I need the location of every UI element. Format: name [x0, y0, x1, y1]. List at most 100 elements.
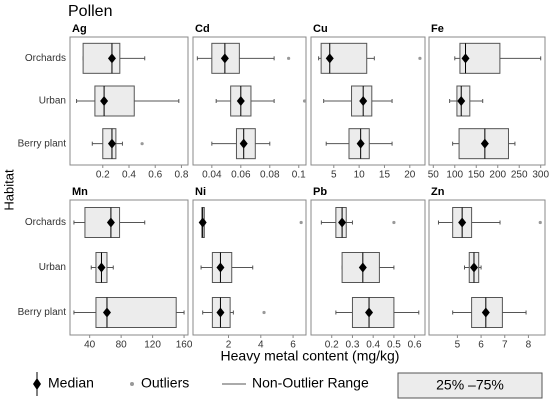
median-marker [239, 138, 248, 149]
median-marker [220, 53, 229, 64]
x-tick-label: 4 [258, 340, 264, 351]
outlier [538, 220, 542, 225]
panel-title: Ag [72, 23, 87, 35]
x-tick-label: 100 [446, 170, 463, 181]
x-tick-label: 0.6 [408, 340, 422, 351]
median-marker [338, 217, 347, 228]
x-tick-label: 200 [489, 170, 506, 181]
median-marker [97, 262, 106, 273]
x-tick-label: 0.4 [366, 340, 380, 351]
median-marker [198, 217, 207, 228]
panel-frame [192, 199, 307, 336]
box [351, 297, 395, 328]
median-marker [216, 307, 225, 318]
panel-title: Zn [431, 186, 445, 198]
y-tick-label: Urban [39, 96, 66, 107]
median-marker [356, 138, 365, 149]
median-marker [469, 262, 478, 273]
x-tick-label: 120 [144, 340, 161, 351]
chart-title: Pollen [68, 3, 112, 20]
median-marker [457, 96, 466, 106]
median-marker [102, 307, 111, 318]
x-tick-label: 0.6 [148, 170, 162, 181]
x-tick-label: 20 [404, 170, 416, 181]
median-marker [107, 138, 116, 149]
x-tick-label: 40 [84, 340, 96, 351]
x-tick-label: 0.3 [346, 340, 360, 351]
x-tick-label: 8 [526, 340, 532, 351]
x-tick-label: 5 [455, 340, 461, 351]
x-tick-label: 10 [354, 170, 366, 181]
x-tick-label: 300 [532, 170, 549, 181]
median-marker [100, 96, 109, 106]
panel-frame [310, 199, 426, 336]
median-marker [481, 307, 490, 318]
y-tick-label: Berry plant [18, 307, 67, 318]
x-tick-label: 7 [502, 340, 508, 351]
x-tick-label: 0.4 [122, 170, 136, 181]
x-tick-label: 0.2 [96, 170, 110, 181]
outlier [392, 220, 396, 225]
median-marker [359, 96, 368, 106]
outlier [302, 99, 307, 103]
panel-title: Mn [72, 186, 88, 198]
x-tick-label: 0.06 [231, 170, 251, 181]
panel-title: Cu [313, 23, 328, 35]
x-tick-label: 15 [379, 170, 391, 181]
box [471, 297, 503, 328]
y-tick-label: Orchards [25, 53, 66, 64]
median-marker [236, 96, 245, 106]
outlier [140, 142, 144, 146]
outlier [299, 220, 303, 225]
x-tick-label: 250 [511, 170, 528, 181]
x-axis-label: Heavy metal content (mg/kg) [221, 348, 400, 364]
y-axis-label: Habitat [1, 169, 16, 211]
median-marker [107, 53, 116, 64]
legend-outlier-marker [130, 382, 134, 386]
y-tick-label: Berry plant [18, 138, 67, 149]
panel-frame [69, 199, 189, 336]
median-marker [458, 217, 467, 228]
legend: Median Outliers Non-Outlier Range 25% –7… [33, 372, 543, 399]
median-marker [461, 53, 470, 64]
legend-box [397, 372, 543, 399]
legend-label: 25% –75% [436, 377, 504, 393]
legend-label: Outliers [141, 375, 189, 391]
panel-frame [428, 199, 546, 336]
x-tick-label: 6 [478, 340, 484, 351]
x-tick-label: 0.5 [387, 340, 401, 351]
x-tick-label: 0.2 [325, 340, 339, 351]
median-marker [216, 262, 225, 273]
panel-title: Fe [431, 23, 444, 35]
x-tick-label: 0.04 [202, 170, 222, 181]
panel-frame [428, 36, 546, 166]
x-tick-label: 5 [331, 170, 337, 181]
legend-label: Median [48, 375, 94, 391]
outlier [287, 56, 291, 60]
outlier [262, 310, 266, 315]
legend-label: Non-Outlier Range [252, 375, 369, 391]
y-tick-label: Urban [39, 262, 66, 273]
x-tick-label: 0.1 [292, 170, 306, 181]
legend-median-marker [33, 378, 41, 390]
x-tick-label: 80 [116, 340, 128, 351]
x-tick-label: 6 [290, 340, 296, 351]
panel-title: Ni [195, 186, 206, 198]
median-marker [106, 217, 115, 228]
x-tick-label: 0.8 [174, 170, 188, 181]
panel-title: Cd [195, 23, 210, 35]
x-tick-label: 150 [468, 170, 485, 181]
x-tick-label: 2 [226, 340, 232, 351]
median-marker [358, 262, 367, 273]
median-marker [365, 307, 374, 318]
x-tick-label: 160 [176, 340, 193, 351]
panel-title: Pb [313, 186, 327, 198]
x-tick-label: 50 [428, 170, 440, 181]
panel-frame [310, 36, 426, 166]
outlier [418, 56, 422, 60]
median-marker [480, 138, 489, 149]
median-marker [325, 53, 334, 64]
y-tick-label: Orchards [25, 217, 66, 228]
x-tick-label: 0.08 [260, 170, 280, 181]
